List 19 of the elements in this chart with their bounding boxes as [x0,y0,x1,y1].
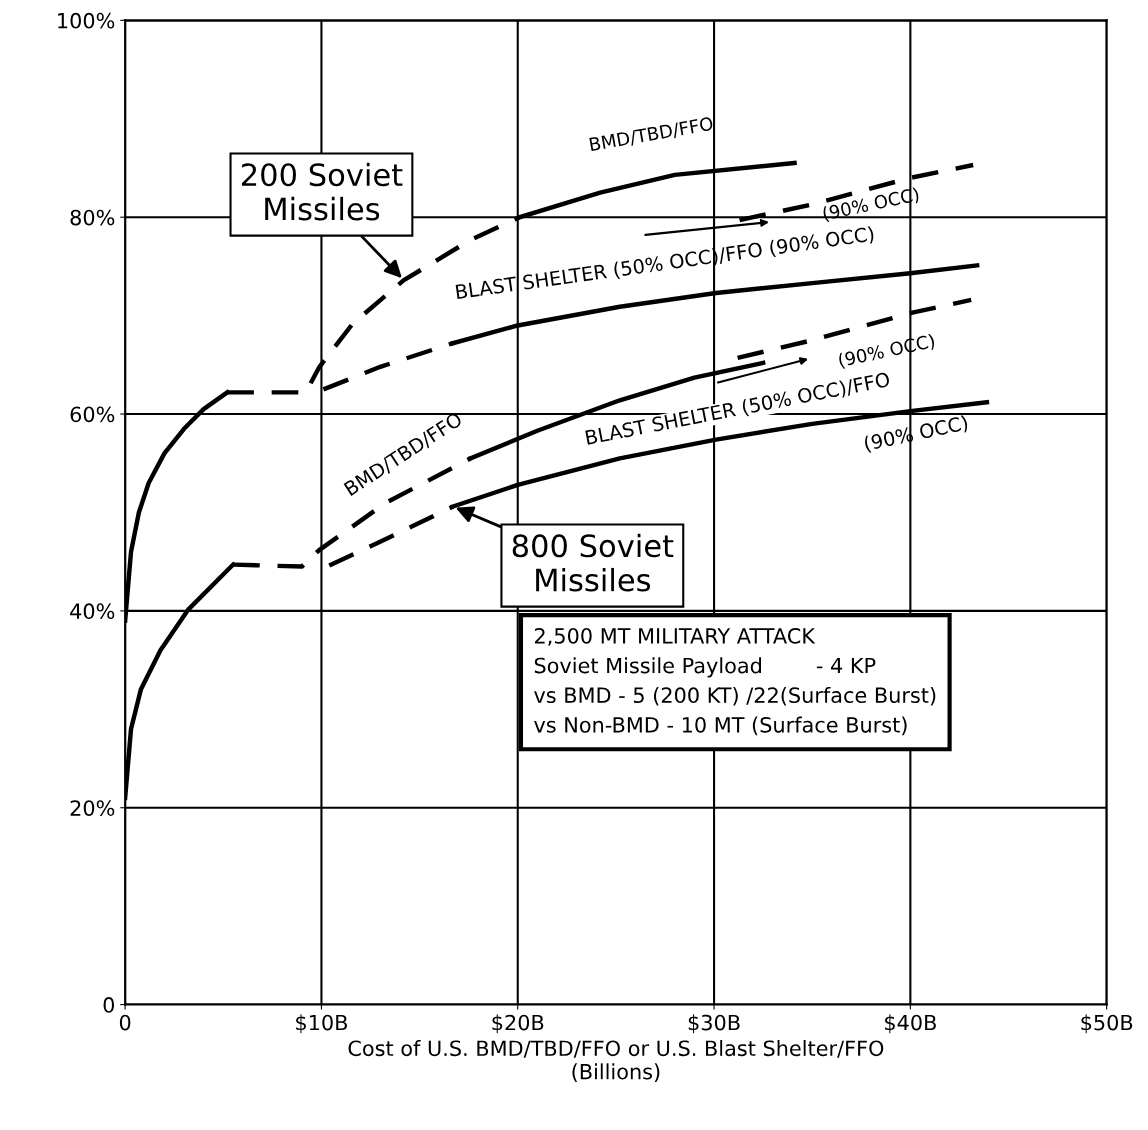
y-tick-label: 80% [70,209,115,226]
y-tick-label: 60% [70,406,115,423]
annotation: 200 Soviet Missiles [241,162,403,221]
y-tick-label: 100% [58,12,115,29]
x-tick-label: $30B [688,1014,740,1034]
x-tick-label: $50B [1081,1014,1133,1034]
x-tick-label: $40B [885,1014,936,1034]
y-tick-label: 40% [70,603,115,620]
x-axis-title: Cost of U.S. BMD/TBD/FFO or U.S. Blast Shelter/FFO (Billions) [348,1040,884,1082]
x-tick-label: 0 [119,1014,131,1031]
y-tick-label: 0 [103,997,115,1013]
annotation: BLAST SHELTER (50% OCC)/FFO (90% OCC) [455,225,875,302]
annotation: (90% OCC) [822,186,920,223]
y-tick-label: 20% [70,800,115,816]
x-tick-label: $10B [296,1014,347,1034]
annotation: 2,500 MT MILITARY ATTACK Soviet Missile Payload - 4 KP vs BMD - 5 (200 KT) /22(Surface Burst) vs Non-BMD - 10 MT (Surface Burst) [534,627,936,736]
annotation: (90% OCC) [837,333,936,370]
x-tick-label: $20B [492,1014,544,1034]
annotation: 800 Soviet Missiles [512,533,674,592]
